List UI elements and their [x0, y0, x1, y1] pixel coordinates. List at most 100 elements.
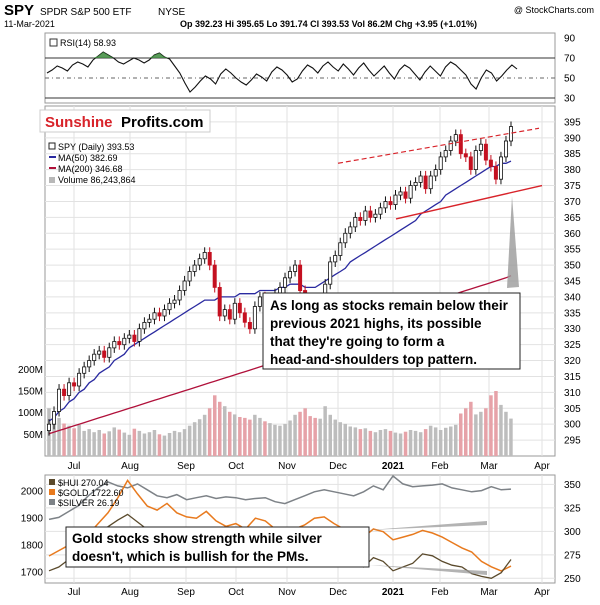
volume-bar — [343, 423, 347, 456]
volume-bar — [333, 419, 337, 456]
volume-bar — [489, 395, 493, 456]
volume-bar — [323, 406, 327, 456]
volume-bar — [72, 428, 76, 456]
volume-bar — [253, 414, 257, 456]
metals-left-tick-label: 1700 — [21, 568, 44, 579]
metals-legend: $HUI 270.04 $GOLD 1722.60 $SILVER 26.19 — [49, 478, 124, 508]
volume-bar — [57, 417, 61, 456]
candle-body — [72, 382, 77, 387]
candle-body — [117, 341, 122, 346]
volume-tick-label: 150M — [18, 387, 43, 398]
rsi-line — [46, 51, 518, 93]
price-y-tick-label: 315 — [564, 372, 581, 383]
volume-bar — [308, 416, 312, 456]
volume-bar — [393, 432, 398, 456]
volume-bar — [459, 413, 463, 456]
volume-bar — [469, 401, 473, 456]
volume-bar — [152, 430, 157, 456]
candle-body — [282, 277, 287, 288]
candle-body — [463, 153, 468, 158]
volume-bar — [268, 423, 272, 456]
candle-body — [67, 382, 72, 396]
volume-bar — [449, 426, 453, 456]
volume-bar — [353, 427, 358, 456]
candle-body — [498, 156, 503, 180]
annotation-line: doesn't, which is bullish for the PMs. — [72, 549, 308, 564]
candle-body — [112, 341, 117, 349]
volume-bar — [238, 417, 242, 456]
candle-body — [57, 388, 62, 412]
metals-right-tick-label: 325 — [564, 503, 581, 514]
volume-bar — [157, 434, 162, 456]
price-y-tick-label: 305 — [564, 404, 581, 415]
volume-bar — [378, 430, 383, 456]
lower-trendline — [395, 184, 543, 220]
candle-body — [393, 194, 398, 206]
volume-bar — [373, 432, 378, 456]
price-y-tick-label: 325 — [564, 340, 581, 351]
volume-bar — [162, 435, 167, 456]
price-y-tick-label: 295 — [564, 436, 581, 447]
rsi-tick-label: 70 — [564, 54, 576, 65]
candle-body — [338, 242, 343, 256]
candle-body — [488, 159, 493, 167]
legend-ma50: MA(50) 382.69 — [58, 153, 118, 163]
metals-x-tick-label: 2021 — [382, 587, 405, 598]
candle-body — [247, 321, 252, 330]
price-panel: Jul Aug Sep Oct Nov Dec 2021 Feb Mar Apr 295 300 305… — [18, 106, 581, 472]
metals-x-tick-label: Nov — [278, 587, 296, 598]
metals-x-tick-label: Mar — [480, 587, 498, 598]
price-y-tick-label: 335 — [564, 308, 581, 319]
candle-body — [187, 271, 192, 282]
volume-bar — [192, 422, 197, 456]
candle-body — [343, 232, 348, 244]
stockcharts-credit: @ StockCharts.com — [514, 5, 594, 15]
candle-body — [212, 264, 217, 288]
annotation-line: that they're going to form a — [270, 334, 445, 349]
volume-bar — [62, 423, 66, 456]
metals-x-tick-label: Aug — [121, 587, 139, 598]
security-name: SPDR S&P 500 ETF — [40, 7, 132, 18]
candle-body — [257, 296, 262, 307]
volume-bar — [132, 428, 137, 456]
candle-body — [503, 140, 508, 158]
metals-right-tick-label: 275 — [564, 550, 581, 561]
annotation-line: As long as stocks remain below their — [270, 298, 509, 313]
candle-body — [478, 143, 483, 151]
candle-body — [97, 350, 102, 355]
candle-body — [167, 302, 172, 311]
volume-bar — [233, 414, 237, 456]
logo-box — [39, 109, 211, 133]
volume-bar — [67, 425, 71, 456]
candle-body — [348, 226, 353, 234]
volume-bar — [338, 422, 342, 456]
volume-bar — [182, 429, 187, 456]
rsi-tick-label: 90 — [564, 34, 576, 45]
volume-bar — [147, 432, 152, 456]
legend-gold: $GOLD 1722.60 — [58, 488, 124, 498]
candle-body — [443, 150, 448, 158]
volume-bar — [87, 429, 91, 456]
price-x-tick-label: Aug — [121, 461, 139, 472]
volume-bar — [228, 411, 232, 456]
candle-body — [298, 264, 303, 292]
volume-bar — [172, 430, 177, 456]
legend-volume: Volume 86,243,864 — [58, 175, 136, 185]
upper-trendline — [337, 127, 540, 164]
annotation-pointer — [507, 196, 519, 288]
volume-bar — [499, 404, 503, 456]
volume-bar — [403, 431, 408, 456]
volume-tick-label: 100M — [18, 408, 43, 419]
rsi-panel-frame — [44, 32, 556, 104]
price-annotation-text: As long as stocks remain below their prev… — [270, 298, 509, 367]
volume-bar — [107, 431, 111, 456]
price-x-tick-label: Nov — [278, 461, 296, 472]
volume-bar — [509, 418, 513, 456]
candle-body — [162, 309, 167, 317]
metals-right-tick-label: 250 — [564, 574, 581, 585]
volume-bar — [494, 391, 498, 456]
annotation-line: Gold stocks show strength while silver — [72, 531, 323, 546]
price-y-tick-label: 385 — [564, 149, 581, 160]
candle-body — [388, 201, 393, 206]
exchange: NYSE — [158, 7, 186, 18]
